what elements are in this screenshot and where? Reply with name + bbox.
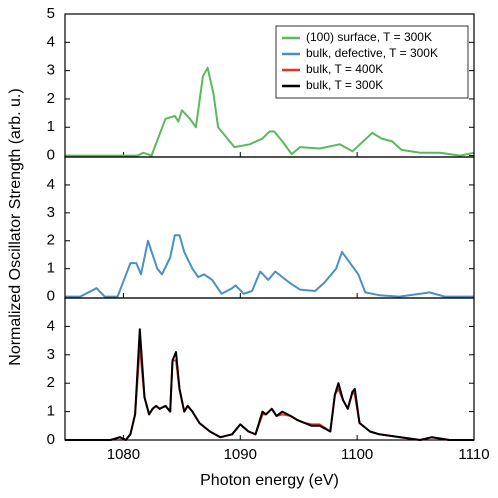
y-tick-label: 2 xyxy=(47,374,55,391)
legend-label: bulk, defective, T = 300K xyxy=(306,46,438,60)
plot-frame xyxy=(64,156,475,299)
series-line xyxy=(65,328,474,441)
x-tick-label: 1110 xyxy=(458,446,489,463)
y-tick-label: 3 xyxy=(47,62,55,79)
legend-label: bulk, T = 400K xyxy=(306,62,383,76)
y-tick-label: 4 xyxy=(47,176,55,193)
x-axis-label: Photon energy (eV) xyxy=(200,472,339,489)
x-tick-label: 1080 xyxy=(107,446,140,463)
y-tick-label: 3 xyxy=(47,204,55,221)
plot-frame xyxy=(64,297,475,441)
series-line xyxy=(65,66,475,157)
legend-label: (100) surface, T = 300K xyxy=(306,30,432,44)
y-tick-label: 5 xyxy=(47,5,55,22)
legend-box xyxy=(275,25,469,99)
x-tick-label: 1100 xyxy=(341,446,373,463)
y-axis-label: Normalized Oscillator Strength (arb. u.) xyxy=(7,88,24,365)
legend-label: bulk, T = 300K xyxy=(306,78,383,92)
y-tick-label: 2 xyxy=(47,90,55,107)
y-tick-label: 0 xyxy=(47,288,55,305)
y-tick-label: 0 xyxy=(47,147,55,164)
x-tick-label: 1090 xyxy=(224,446,257,463)
y-tick-label: 1 xyxy=(47,118,55,135)
y-tick-label: 0 xyxy=(47,431,55,448)
y-tick-label: 2 xyxy=(47,232,55,249)
y-tick-label: 4 xyxy=(47,317,55,334)
y-tick-label: 1 xyxy=(47,260,55,277)
series-line xyxy=(65,234,474,298)
y-tick-label: 1 xyxy=(47,403,55,420)
series-line xyxy=(65,345,474,441)
y-tick-label: 4 xyxy=(47,33,55,50)
y-tick-label: 3 xyxy=(47,346,55,363)
